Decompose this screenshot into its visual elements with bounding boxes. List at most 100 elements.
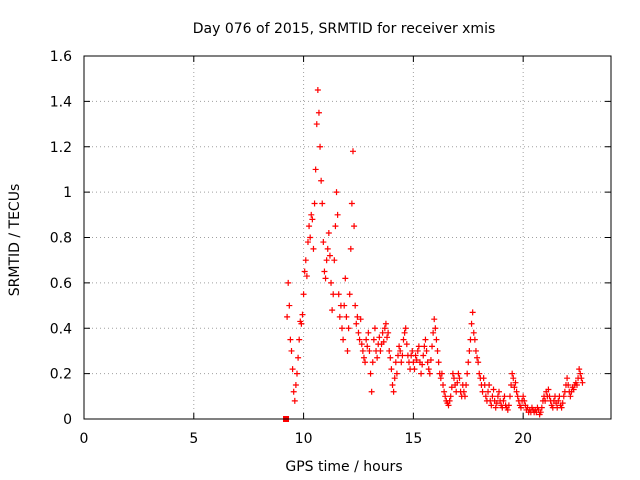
data-point — [577, 370, 584, 377]
data-point — [410, 359, 417, 366]
data-point — [354, 313, 361, 320]
y-tick-label: 1.4 — [50, 94, 72, 110]
data-point — [390, 388, 397, 395]
data-point — [402, 325, 409, 332]
data-point — [506, 393, 513, 400]
data-point — [509, 370, 516, 377]
data-point — [352, 302, 359, 309]
y-tick-label: 0.8 — [50, 231, 72, 247]
x-tick-label: 0 — [80, 431, 89, 447]
data-point — [514, 393, 521, 400]
data-point — [423, 347, 430, 354]
data-point — [329, 307, 336, 314]
data-point — [365, 329, 372, 336]
data-point — [567, 393, 574, 400]
y-tick-label: 0.2 — [50, 367, 72, 383]
data-point — [318, 177, 325, 184]
data-point — [344, 347, 351, 354]
data-point — [470, 329, 477, 336]
data-point — [399, 352, 406, 359]
data-point — [380, 338, 387, 345]
data-point — [377, 347, 384, 354]
data-point — [384, 334, 391, 341]
data-point — [364, 343, 371, 350]
data-point — [490, 386, 497, 393]
y-tick-label: 1.6 — [50, 49, 72, 65]
data-point — [559, 400, 566, 407]
data-point — [576, 366, 583, 373]
data-point — [363, 336, 370, 343]
data-point — [511, 384, 518, 391]
data-point — [560, 393, 567, 400]
data-point — [492, 404, 499, 411]
data-point — [343, 313, 350, 320]
x-tick-label: 20 — [514, 431, 532, 447]
data-point — [321, 268, 328, 275]
y-tick-label: 0.6 — [50, 276, 72, 292]
x-tick-label: 5 — [189, 431, 198, 447]
data-point — [573, 381, 580, 388]
data-point — [420, 352, 427, 359]
data-point — [308, 211, 315, 218]
data-point — [403, 341, 410, 348]
data-point — [500, 397, 507, 404]
data-point — [319, 200, 326, 207]
data-point — [468, 320, 475, 327]
data-point — [474, 354, 481, 361]
data-point — [339, 325, 346, 332]
x-axis-title: GPS time / hours — [285, 459, 402, 475]
data-point — [313, 121, 320, 128]
data-point — [385, 329, 392, 336]
data-point — [427, 357, 434, 364]
data-point — [293, 370, 300, 377]
data-point — [346, 291, 353, 298]
data-point — [376, 334, 383, 341]
data-point — [368, 388, 375, 395]
data-point — [486, 381, 493, 388]
data-point — [565, 381, 572, 388]
data-point — [425, 366, 432, 373]
data-point — [485, 388, 492, 395]
data-point — [300, 291, 307, 298]
data-point — [412, 352, 419, 359]
data-point — [356, 336, 363, 343]
data-point — [450, 375, 457, 382]
data-point — [424, 359, 431, 366]
data-point — [475, 359, 482, 366]
data-point — [482, 393, 489, 400]
data-point — [393, 370, 400, 377]
data-point — [505, 402, 512, 409]
data-point — [362, 359, 369, 366]
data-point — [517, 404, 524, 411]
data-point — [315, 109, 322, 116]
data-point — [400, 336, 407, 343]
data-point — [360, 354, 367, 361]
data-point — [472, 347, 479, 354]
data-points — [283, 87, 586, 422]
data-point — [488, 402, 495, 409]
data-point — [299, 311, 306, 318]
data-point — [570, 386, 577, 393]
data-point — [504, 406, 511, 413]
y-axis-title: SRMTID / TECUs — [7, 184, 23, 297]
data-point — [429, 343, 436, 350]
data-point — [432, 325, 439, 332]
data-point — [447, 393, 454, 400]
data-point — [479, 388, 486, 395]
data-point — [324, 245, 331, 252]
data-point — [304, 239, 311, 246]
data-point — [456, 375, 463, 382]
data-point — [419, 361, 426, 368]
data-point — [310, 245, 317, 252]
data-point — [349, 148, 356, 155]
data-point — [422, 336, 429, 343]
data-point — [348, 200, 355, 207]
data-point — [309, 216, 316, 223]
data-point — [513, 388, 520, 395]
data-point — [496, 388, 503, 395]
data-point — [353, 320, 360, 327]
data-point — [355, 329, 362, 336]
x-tick-label: 15 — [404, 431, 422, 447]
data-point — [413, 357, 420, 364]
data-point — [411, 366, 418, 373]
